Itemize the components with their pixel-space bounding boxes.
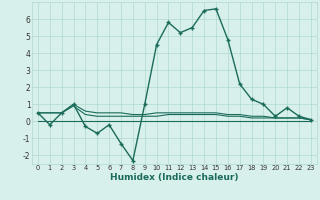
X-axis label: Humidex (Indice chaleur): Humidex (Indice chaleur) [110, 173, 239, 182]
